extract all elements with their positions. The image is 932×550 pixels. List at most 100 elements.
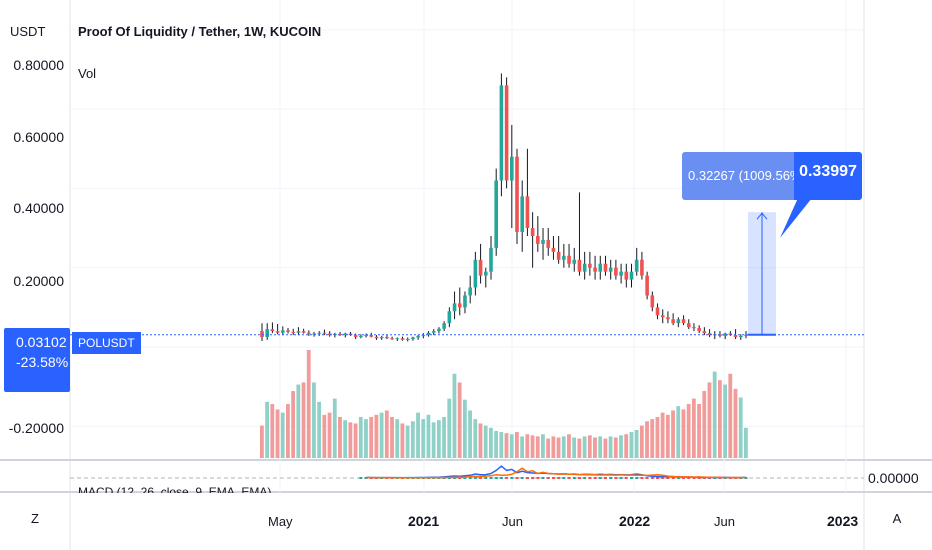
volume-bar <box>572 437 577 458</box>
candle-body <box>281 330 285 333</box>
macd-histogram-bar <box>557 477 561 479</box>
measure-callout-pointer <box>780 198 812 238</box>
volume-bar <box>613 437 618 458</box>
auto-scale-left-button[interactable]: Z <box>31 511 39 526</box>
candle-body <box>457 303 462 308</box>
volume-bar <box>343 420 348 458</box>
volume-bar <box>624 434 629 458</box>
volume-bar <box>338 416 342 458</box>
volume-bar <box>483 425 488 458</box>
candle-body <box>468 287 472 296</box>
candle-body <box>395 338 400 340</box>
macd-indicator-label[interactable]: MACD (12, 26, close, 9, EMA, EMA) <box>78 485 272 493</box>
candle-body <box>655 307 660 316</box>
macd-histogram-bar <box>536 477 540 479</box>
macd-histogram-bar <box>473 477 477 479</box>
volume-indicator-label[interactable]: Vol <box>78 66 97 81</box>
y-tick-label: -0.20000 <box>8 420 64 436</box>
macd-histogram-bar <box>562 477 566 479</box>
volume-bar <box>379 412 384 458</box>
volume-bar <box>587 435 592 458</box>
candle-body <box>624 271 629 280</box>
candle-body <box>494 180 498 248</box>
macd-histogram-bar <box>614 477 618 479</box>
measure-delta: 0.32267 (1009.56% <box>682 152 794 200</box>
volume-bar <box>436 420 441 458</box>
candle-body <box>640 259 644 276</box>
candle-body <box>343 333 348 336</box>
volume-bar <box>426 414 431 458</box>
candle-body <box>364 335 368 337</box>
candle-body <box>723 333 727 336</box>
macd-histogram-bar <box>671 477 675 479</box>
candle-body <box>421 335 426 337</box>
candle-body <box>546 239 551 248</box>
volume-bar <box>509 434 514 458</box>
candle-body <box>489 247 493 272</box>
candle-body <box>431 331 436 333</box>
candle-body <box>296 331 301 333</box>
y-tick-label: 0.20000 <box>13 273 64 289</box>
candle-body <box>499 85 504 181</box>
volume-bar <box>541 434 545 458</box>
volume-bar <box>421 419 426 458</box>
candle-body <box>447 311 452 324</box>
volume-bar <box>691 398 696 458</box>
volume-bar <box>717 380 722 458</box>
last-price-tag: 0.03102 -23.58% <box>4 328 70 392</box>
candle-body <box>286 330 290 332</box>
candle-body <box>338 333 342 336</box>
volume-bar <box>577 438 582 458</box>
macd-value-label: 0.00000 <box>868 470 919 486</box>
volume-bar <box>608 436 613 458</box>
candle-body <box>317 332 322 334</box>
volume-bar <box>296 384 301 458</box>
macd-histogram-bar <box>682 477 686 479</box>
volume-bar <box>348 422 353 458</box>
volume-bar <box>504 433 509 458</box>
macd-histogram-bar <box>676 477 680 479</box>
chart-title[interactable]: Proof Of Liquidity / Tether, 1W, KUCOIN <box>78 24 322 39</box>
auto-scale-right-button[interactable]: A <box>892 511 902 526</box>
volume-bar <box>702 391 707 458</box>
macd-histogram-bar <box>645 477 649 479</box>
candle-body <box>400 338 405 340</box>
volume-bar <box>358 416 363 458</box>
volume-bar <box>265 401 270 458</box>
macd-histogram-bar <box>598 477 602 479</box>
candle-body <box>660 315 665 318</box>
macd-histogram-bar <box>484 477 488 479</box>
volume-bar <box>275 409 280 458</box>
volume-bar <box>567 434 571 458</box>
candle-body <box>374 336 379 339</box>
macd-histogram-bar <box>468 477 472 479</box>
candle-body <box>588 263 592 268</box>
x-tick-label: Jun <box>714 514 735 529</box>
volume-bar <box>650 419 655 458</box>
candle-body <box>619 271 623 276</box>
macd-histogram-bar <box>541 477 545 479</box>
macd-signal-line <box>366 467 747 479</box>
volume-bar <box>515 432 519 458</box>
macd-line <box>366 465 747 479</box>
candle-body <box>390 338 394 340</box>
volume-bar <box>676 406 681 458</box>
macd-histogram-bar <box>635 477 639 479</box>
macd-histogram-bar <box>603 477 607 479</box>
candle-body <box>551 247 556 252</box>
candle-body <box>738 335 743 338</box>
volume-bar <box>598 436 603 458</box>
volume-bar <box>395 419 400 458</box>
macd-histogram-bar <box>525 477 529 479</box>
candle-body <box>593 267 597 272</box>
candle-body <box>614 267 618 276</box>
candle-body <box>681 319 686 324</box>
volume-bar <box>660 412 665 458</box>
volume-bar <box>286 404 290 458</box>
candle-body <box>598 263 603 272</box>
candle-body <box>312 333 316 335</box>
candle-body <box>504 85 509 181</box>
candle-body <box>603 263 608 272</box>
macd-histogram-bar <box>499 477 503 479</box>
